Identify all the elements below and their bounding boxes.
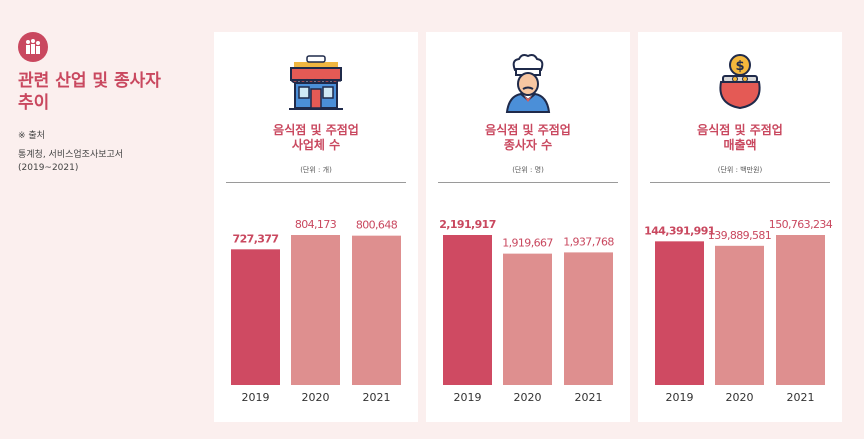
svg-text:$: $	[735, 59, 744, 74]
bar-value-label: 727,377	[233, 232, 279, 245]
category-label: 2020	[302, 391, 330, 404]
bar-2021	[776, 235, 825, 385]
panel-divider	[226, 182, 406, 183]
bar-value-label: 804,173	[295, 218, 337, 231]
panel-unit: (단위 : 명)	[512, 166, 544, 174]
panel-title-line1: 음식점 및 주점업	[485, 123, 571, 137]
panel-title-line2: 사업체 수	[291, 138, 341, 152]
category-label: 2020	[514, 391, 542, 404]
bar-value-label: 1,919,667	[502, 237, 553, 250]
panel-title: 음식점 및 주점업 사업체 수	[214, 123, 418, 153]
coin-purse-icon: $	[638, 52, 842, 114]
bar-2019	[443, 235, 492, 385]
bar-2021	[564, 252, 613, 385]
sidebar: 관련 산업 및 종사자 추이 ※ 출처 통계청, 서비스업조사보고서 (2019…	[18, 32, 198, 175]
bar-value-label: 139,889,581	[708, 229, 771, 242]
source-text: 통계청, 서비스업조사보고서 (2019~2021)	[18, 149, 198, 175]
panel-unit: (단위 : 백만원)	[717, 166, 763, 174]
panel-title-line1: 음식점 및 주점업	[697, 123, 783, 137]
panel-title-line2: 종사자 수	[503, 138, 553, 152]
source-heading: ※ 출처	[18, 131, 45, 141]
bar-value-label: 1,937,768	[563, 235, 614, 248]
bar-value-label: 150,763,234	[769, 218, 833, 231]
panel-divider	[650, 182, 830, 183]
bar-2020	[503, 253, 552, 385]
panel-sales: $ 음식점 및 주점업 매출액 (단위 : 백만원) 144,391,991 20…	[638, 32, 842, 422]
bar-value-label: 2,191,917	[439, 218, 496, 231]
category-label: 2019	[454, 391, 482, 404]
panel-title: 음식점 및 주점업 종사자 수	[426, 123, 630, 153]
bar-chart-worker-count: 2,191,917 2019 1,919,667 2020 1,937,768 2021	[439, 218, 615, 404]
page-title-line1: 관련 산업 및 종사자	[18, 71, 161, 91]
category-label: 2021	[575, 391, 603, 404]
bar-2020	[715, 245, 764, 385]
panel-business-count: 음식점 및 주점업 사업체 수 (단위 : 개) 727,377 2019 804,…	[214, 32, 418, 422]
panel-worker-count: 음식점 및 주점업 종사자 수 (단위 : 명) 2,191,917 2019 1,…	[426, 32, 630, 422]
page-title: 관련 산업 및 종사자 추이	[18, 70, 198, 114]
panel-unit: (단위 : 개)	[300, 166, 332, 174]
source-line1: 통계청, 서비스업조사보고서	[18, 150, 124, 160]
restaurant-building-icon	[214, 52, 418, 114]
panel-title: 음식점 및 주점업 매출액	[638, 123, 842, 153]
category-label: 2021	[787, 391, 815, 404]
panel-divider	[438, 182, 618, 183]
bar-2020	[291, 235, 340, 385]
panel-title-line1: 음식점 및 주점업	[273, 123, 359, 137]
bar-value-label: 800,648	[356, 219, 398, 232]
category-label: 2019	[666, 391, 694, 404]
category-label: 2020	[726, 391, 754, 404]
bar-2019	[655, 241, 704, 385]
bar-chart-sales: 144,391,991 2019 139,889,581 2020 150,763,23…	[644, 218, 833, 404]
bar-chart-business-count: 727,377 2019 804,173 2020 800,648 2021	[231, 218, 401, 404]
people-chart-logo-icon	[18, 32, 48, 62]
bar-2019	[231, 249, 280, 385]
panel-title-line2: 매출액	[723, 138, 757, 152]
source-line2: (2019~2021)	[18, 163, 79, 173]
category-label: 2021	[363, 391, 391, 404]
bar-value-label: 144,391,991	[644, 224, 715, 237]
category-label: 2019	[242, 391, 270, 404]
bar-2021	[352, 235, 401, 385]
page-title-line2: 추이	[18, 93, 50, 113]
chef-icon	[426, 52, 630, 114]
